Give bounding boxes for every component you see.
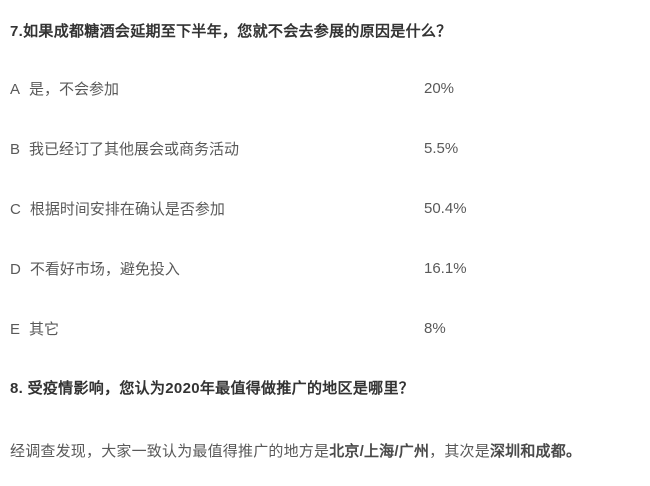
option-letter: A xyxy=(10,80,21,98)
option-row-a: A 是，不会参加 20% xyxy=(10,58,638,118)
option-row-d: D 不看好市场，避免投入 16.1% xyxy=(10,238,638,298)
answer-middle-text: ，其次是 xyxy=(429,443,490,460)
option-label: A 是，不会参加 xyxy=(10,78,424,99)
option-row-b: B 我已经订了其他展会或商务活动 5.5% xyxy=(10,118,638,178)
option-letter: C xyxy=(10,200,21,218)
answer-secondary-cities: 深圳和成都。 xyxy=(489,443,582,460)
question-7-title: 7.如果成都糖酒会延期至下半年，您就不会去参展的原因是什么？ xyxy=(10,23,452,40)
question-8-title: 8. 受疫情影响，您认为2020年最值得做推广的地区是哪里？ xyxy=(10,380,415,397)
option-label: D 不看好市场，避免投入 xyxy=(10,258,424,279)
option-label: E 其它 xyxy=(10,318,424,339)
option-text: 我已经订了其他展会或商务活动 xyxy=(29,140,240,158)
option-label: C 根据时间安排在确认是否参加 xyxy=(10,198,424,219)
answer-prefix-text: 经调查发现，大家一致认为最值得推广的地方是 xyxy=(10,443,330,460)
option-label: B 我已经订了其他展会或商务活动 xyxy=(10,138,424,159)
option-text: 不看好市场，避免投入 xyxy=(29,260,180,278)
option-percent: 50.4% xyxy=(424,199,467,217)
option-percent: 5.5% xyxy=(424,139,459,157)
option-row-e: E 其它 8% xyxy=(10,298,638,358)
option-letter: D xyxy=(10,260,21,278)
option-percent: 16.1% xyxy=(424,259,467,277)
question-8-answer-paragraph: 经调查发现，大家一致认为最值得推广的地方是北京/上海/广州，其次是深圳和成都。 xyxy=(10,442,638,462)
option-percent: 8% xyxy=(424,319,446,337)
option-row-c: C 根据时间安排在确认是否参加 50.4% xyxy=(10,178,638,238)
option-letter: E xyxy=(10,320,21,338)
option-percent: 20% xyxy=(424,79,455,97)
option-letter: B xyxy=(10,140,21,158)
option-text: 是，不会参加 xyxy=(29,80,120,98)
option-text: 其它 xyxy=(29,320,60,338)
answer-top-cities: 北京/上海/广州 xyxy=(329,443,430,460)
option-text: 根据时间安排在确认是否参加 xyxy=(29,200,225,218)
question-7-options-table: A 是，不会参加 20% B 我已经订了其他展会或商务活动 5.5% C 根据时… xyxy=(10,58,638,358)
